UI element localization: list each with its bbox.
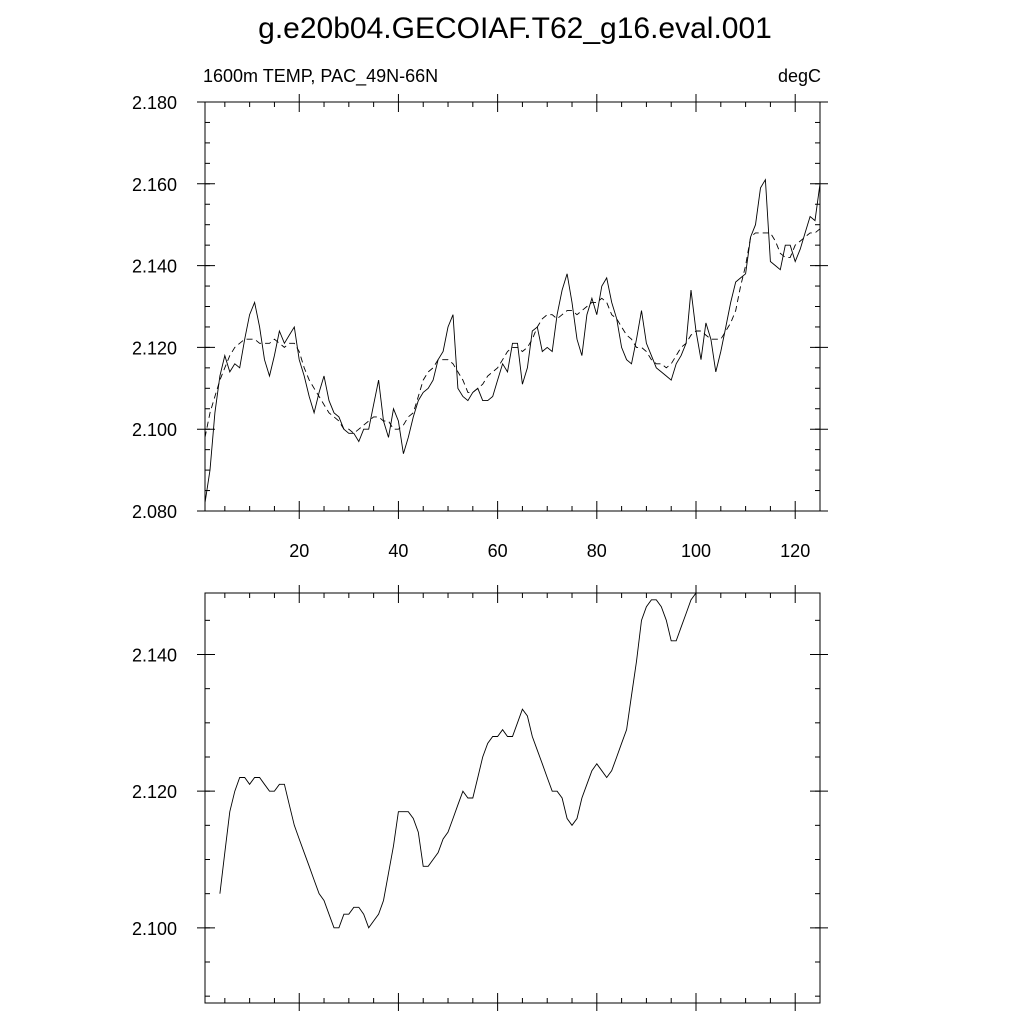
top-right-label: degC — [778, 66, 821, 86]
y-tick-label: 2.140 — [132, 257, 177, 277]
y-tick-label: 2.120 — [132, 782, 177, 802]
x-tick-label: 80 — [587, 541, 607, 561]
y-tick-label: 2.100 — [132, 420, 177, 440]
bottom-panel: 2.100 2.120 2.140 — [132, 585, 828, 1011]
plot-frame — [204, 101, 821, 512]
y-tick-label: 2.140 — [132, 646, 177, 666]
top-left-label: 1600m TEMP, PAC_49N-66N — [203, 66, 438, 87]
y-tick-label: 2.120 — [132, 338, 177, 358]
x-tick-label: 40 — [388, 541, 408, 561]
plot-frame — [204, 592, 821, 1004]
series-line-0 — [219, 592, 697, 929]
x-tick-label: 60 — [488, 541, 508, 561]
x-tick-label: 100 — [681, 541, 711, 561]
series-line-0 — [204, 178, 821, 503]
x-tick-label: 120 — [780, 541, 810, 561]
top-panel: 20 40 60 80 100 120 2.080 2.100 2.120 2.140 2.160 2… — [132, 93, 828, 561]
x-tick-label: 20 — [289, 541, 309, 561]
series-line-smoothed — [204, 228, 821, 438]
y-tick-label: 2.080 — [132, 502, 177, 522]
y-tick-label: 2.180 — [132, 93, 177, 113]
y-tick-label: 2.160 — [132, 175, 177, 195]
chart-title: g.e20b04.GECOIAF.T62_g16.eval.001 — [258, 12, 772, 45]
y-tick-label: 2.100 — [132, 919, 177, 939]
